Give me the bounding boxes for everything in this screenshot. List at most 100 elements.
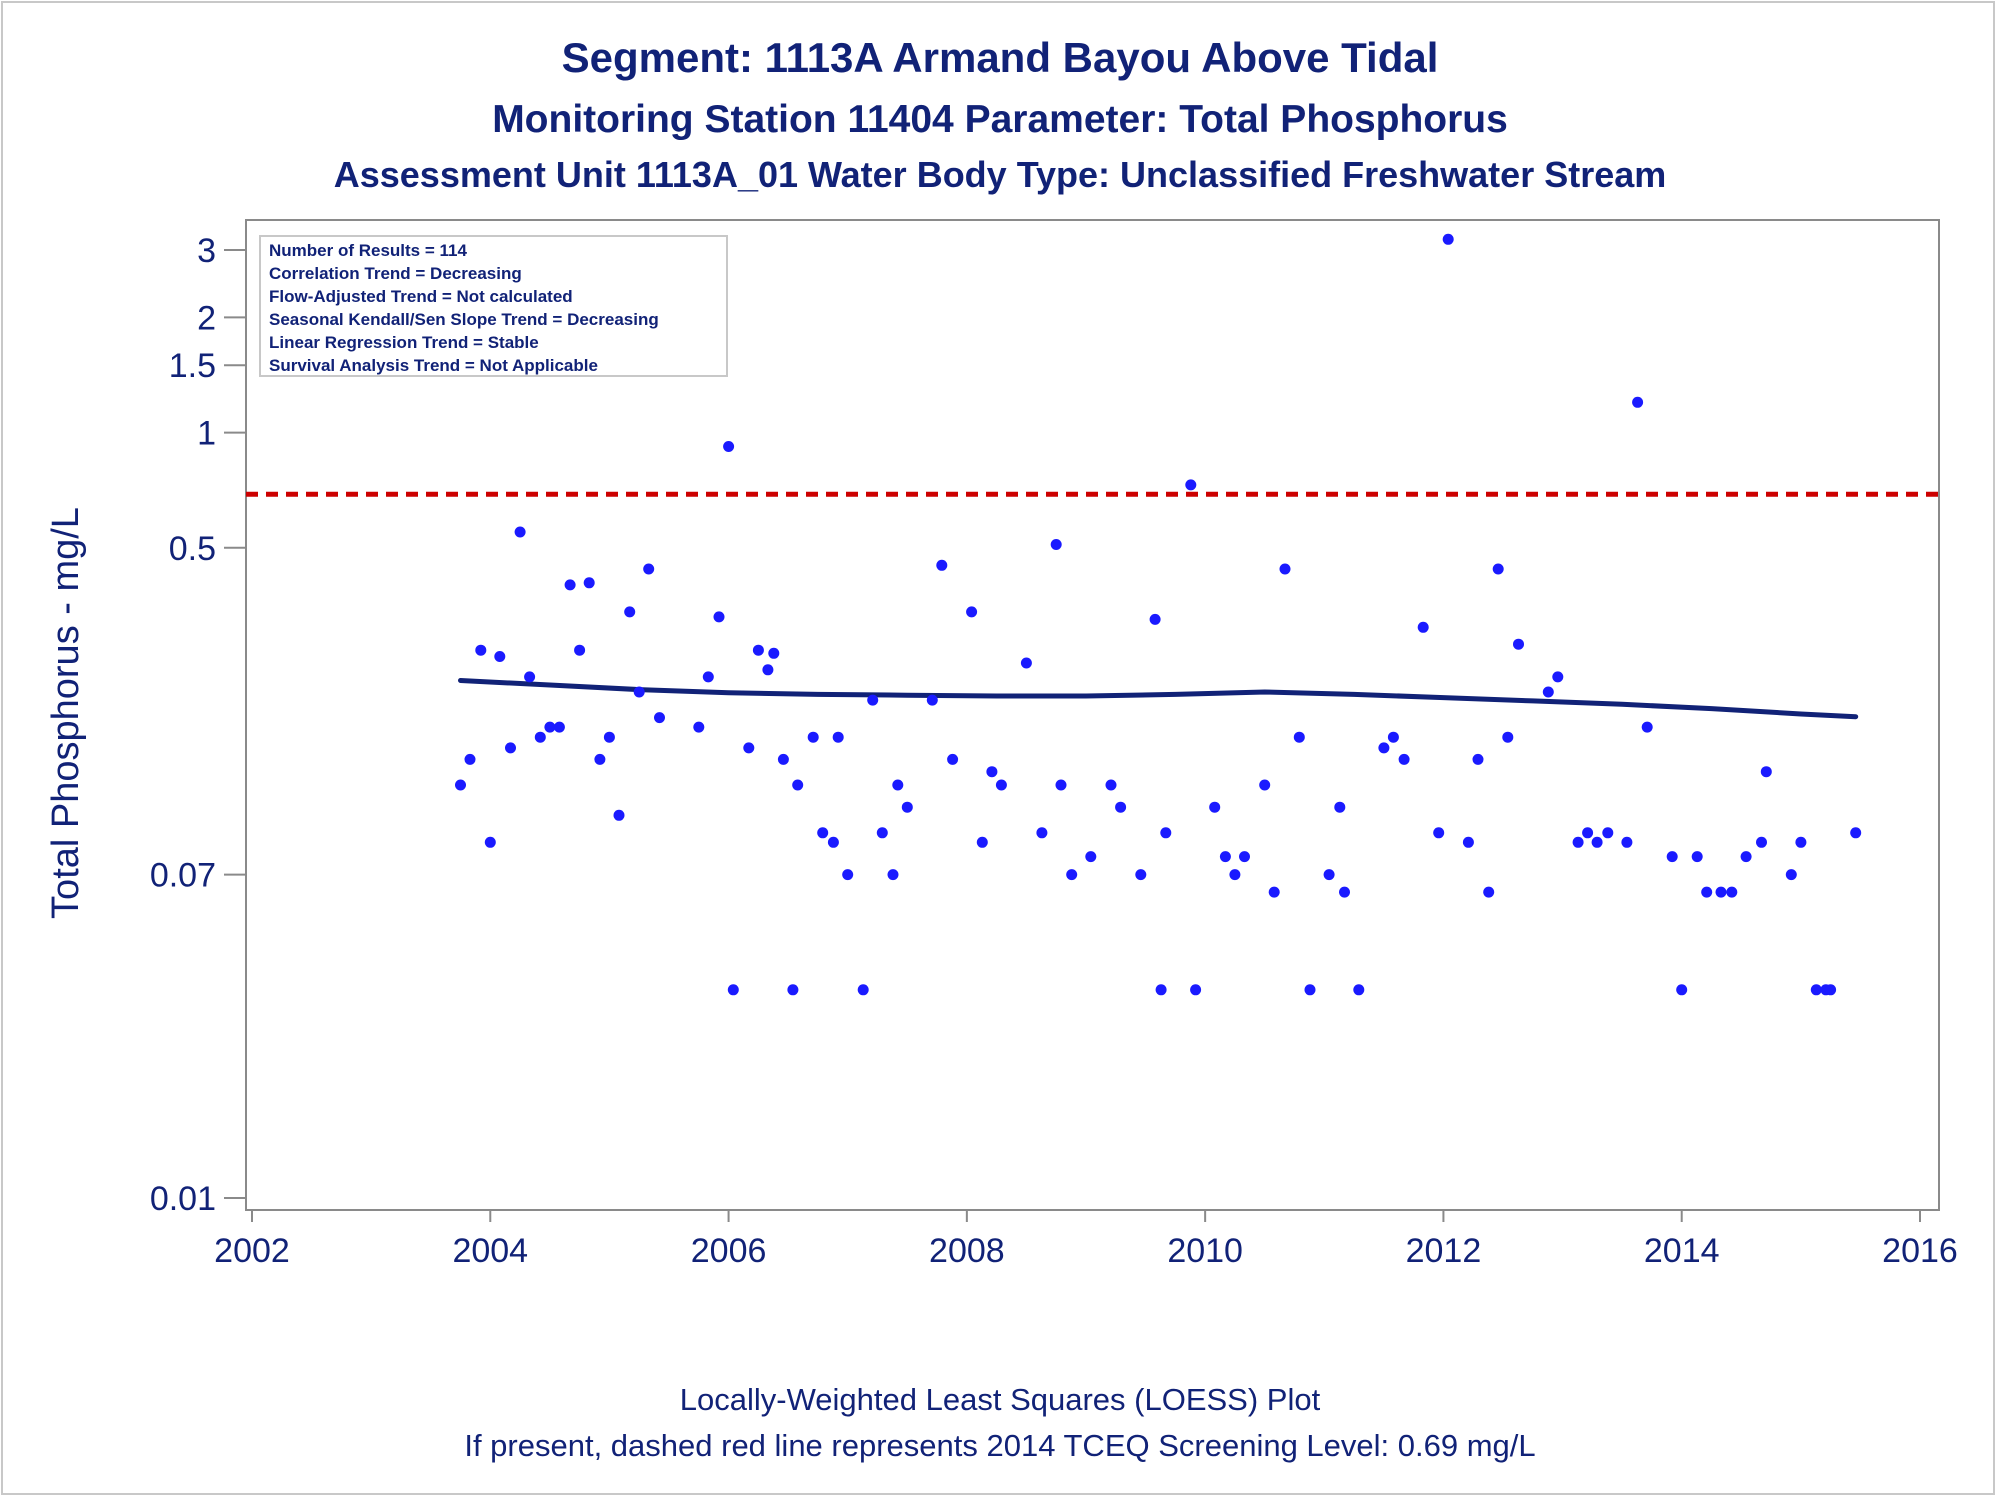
data-point	[1036, 827, 1048, 839]
plot-area-border	[245, 219, 1940, 1211]
data-point	[693, 721, 705, 733]
data-point	[1666, 851, 1678, 863]
data-point	[986, 766, 998, 778]
x-tick-label: 2014	[1644, 1232, 1720, 1270]
chart-subtitle: Monitoring Station 11404 Parameter: Tota…	[492, 98, 1508, 141]
data-point	[1209, 801, 1221, 813]
data-point	[1417, 621, 1429, 633]
data-point	[564, 579, 576, 591]
data-point	[727, 984, 739, 996]
data-point	[553, 721, 565, 733]
data-point	[723, 441, 735, 452]
data-point	[926, 694, 938, 706]
data-point	[947, 753, 959, 765]
data-point	[1155, 984, 1167, 996]
x-tick-label: 2016	[1882, 1232, 1958, 1270]
data-point	[901, 801, 913, 813]
y-tick-label: 1.5	[169, 347, 216, 385]
data-point	[464, 753, 476, 765]
data-point	[1239, 851, 1250, 863]
data-point	[643, 563, 655, 575]
data-point	[544, 721, 556, 733]
stats-line: Flow-Adjusted Trend = Not calculated	[269, 287, 573, 306]
data-point	[1160, 827, 1172, 839]
data-point	[768, 647, 780, 659]
x-tick-label: 2010	[1167, 1232, 1243, 1270]
data-point	[832, 731, 844, 743]
data-point	[594, 753, 606, 765]
data-point	[1398, 753, 1410, 765]
chart-marks	[246, 233, 1939, 996]
loess-line	[458, 678, 1859, 720]
data-point	[1701, 886, 1713, 898]
data-point	[1279, 563, 1291, 575]
data-point	[583, 577, 595, 589]
stats-line: Correlation Trend = Decreasing	[269, 264, 522, 283]
data-point	[1726, 886, 1738, 898]
data-point	[1760, 766, 1772, 778]
data-point	[1572, 836, 1584, 848]
data-point	[1339, 886, 1350, 898]
data-point	[936, 559, 948, 571]
data-point	[1483, 886, 1495, 898]
y-tick-label: 3	[197, 232, 216, 270]
data-point	[1691, 851, 1703, 863]
data-point	[624, 606, 636, 618]
data-point	[1190, 984, 1202, 996]
data-point	[1334, 801, 1346, 813]
data-point	[1641, 721, 1653, 733]
data-point	[777, 753, 789, 765]
stats-line: Linear Regression Trend = Stable	[269, 333, 539, 352]
data-point	[1715, 886, 1727, 898]
data-point	[1378, 742, 1390, 754]
stats-box: Number of Results = 114 Correlation Trend…	[259, 235, 728, 377]
x-tick-label: 2004	[452, 1232, 528, 1270]
x-axis: 2002 2004 2006 2008 2010 2012 2014 2016	[214, 1210, 1958, 1270]
data-point	[1850, 827, 1862, 839]
data-point	[1542, 686, 1554, 698]
data-point	[1442, 233, 1454, 245]
data-point	[505, 742, 516, 754]
data-point	[1085, 851, 1097, 863]
data-point	[1591, 836, 1603, 848]
data-point	[1268, 886, 1280, 898]
y-axis-title: Total Phosphorus - mg/L	[45, 507, 87, 919]
data-point	[633, 686, 645, 698]
data-point	[827, 836, 839, 848]
data-point	[713, 611, 725, 623]
stats-line: Seasonal Kendall/Sen Slope Trend = Decre…	[269, 310, 659, 329]
data-point	[762, 664, 774, 676]
data-point	[514, 526, 526, 538]
data-point	[887, 869, 899, 881]
data-point	[807, 731, 819, 743]
data-point	[574, 644, 586, 656]
data-point	[455, 779, 466, 791]
data-point	[534, 731, 546, 743]
data-point	[1795, 836, 1807, 848]
data-point	[1621, 836, 1633, 848]
data-point	[1387, 731, 1399, 743]
data-point	[1433, 827, 1445, 839]
data-point	[1602, 827, 1614, 839]
data-point	[1785, 869, 1797, 881]
data-point	[1149, 613, 1161, 625]
data-point	[1502, 731, 1514, 743]
footer-line-2: If present, dashed red line represents 2…	[464, 1428, 1536, 1463]
data-point	[475, 644, 487, 656]
chart-subtitle-2: Assessment Unit 1113A_01 Water Body Type…	[333, 154, 1667, 195]
data-point	[1353, 984, 1365, 996]
footer-line-1: Locally-Weighted Least Squares (LOESS) P…	[679, 1382, 1321, 1417]
data-point	[1219, 851, 1231, 863]
data-point	[1050, 539, 1062, 550]
data-point	[1259, 779, 1271, 791]
data-point	[1492, 563, 1504, 575]
data-point	[603, 731, 615, 743]
data-point	[1020, 657, 1032, 669]
data-point	[1552, 671, 1564, 683]
data-point	[1810, 984, 1822, 996]
data-point	[654, 712, 665, 724]
x-tick-label: 2006	[691, 1232, 767, 1270]
data-point	[966, 606, 978, 618]
data-point	[613, 809, 625, 821]
